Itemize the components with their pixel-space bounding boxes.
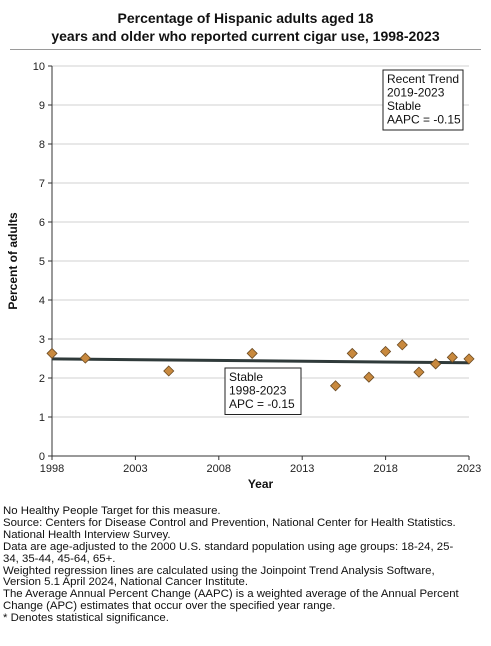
footnote-line: * Denotes statistical significance. [3,612,169,625]
data-point [79,352,91,364]
annotation-line: Recent Trend [387,72,459,86]
chart-title-line-1: Percentage of Hispanic adults aged 18 [117,10,374,26]
y-tick-label: 8 [39,139,45,151]
annotation-line: 2019-2023 [387,86,445,100]
y-tick-label: 7 [39,178,45,190]
trend-line [51,357,470,365]
annotation-line: AAPC = -0.15 [387,113,461,127]
data-point [163,365,175,377]
data-point [329,380,342,392]
annotation-box [382,69,464,131]
trend-layer [51,357,470,365]
footnote-line: The Average Annual Percent Change (AAPC)… [3,588,459,601]
y-axis-title: Percent of adults [6,212,20,310]
x-tick-label: 2003 [123,463,147,475]
x-axis-title: Year [248,477,274,491]
y-tick-label: 1 [39,412,45,424]
annotation-line: Stable [387,99,421,113]
footnote-line: Weighted regression lines are calculated… [3,564,435,577]
footnote-line: National Health Interview Survey. [3,528,171,541]
y-tick-label: 10 [33,61,45,73]
annotation-box [224,367,302,415]
y-tick-label: 5 [39,256,45,268]
annotation-line: 1998-2023 [229,384,287,398]
footnote-line: No Healthy People Target for this measur… [3,505,221,517]
annotation-line: Stable [229,370,263,384]
footnote-line: Data are age-adjusted to the 2000 U.S. s… [3,540,454,553]
data-point [430,358,442,370]
data-point [363,371,375,383]
y-tick-label: 3 [39,334,45,346]
x-tick-label: 2023 [457,463,481,475]
y-tick-label: 6 [39,217,45,229]
data-point [463,353,475,365]
x-tick-label: 1998 [40,463,64,475]
data-point [346,347,358,359]
data-point [413,366,425,378]
footnote-line: 34, 35-44, 45-64, 65+. [3,552,116,565]
x-tick-label: 2018 [373,463,397,475]
cigar-use-chart: 0 1 2 3 4 5 6 7 8 9 10 1998 2003 2008 2013 2018 2023 Rec… [6,61,481,491]
data-point [446,351,458,363]
x-tick-label: 2008 [207,463,231,475]
chart-title: Percentage of Hispanic adults aged 18 ye… [10,9,481,45]
footnote-line: Version 5.1 April 2024, National Cancer … [3,576,249,589]
chart-title-line-2: years and older who reported current cig… [51,28,440,44]
data-point [246,347,258,359]
y-tick-label: 9 [39,100,45,112]
x-tick-label: 2013 [290,463,314,475]
data-point [396,339,408,351]
points-layer [46,339,475,392]
title-divider [10,49,481,50]
footnote-line: Change (APC) estimates that occur over t… [3,600,336,613]
y-tick-label: 2 [39,373,45,385]
annotation-line: APC = -0.15 [229,397,295,411]
axes-layer: 0 1 2 3 4 5 6 7 8 9 10 1998 2003 2008 2013 2018 2023 [33,61,481,475]
footnote-line: Source: Centers for Disease Control and … [3,516,456,529]
data-point [46,347,58,359]
y-tick-label: 0 [39,451,45,463]
y-tick-label: 4 [39,295,45,307]
footnotes: No Healthy People Target for this measur… [3,505,489,625]
data-point [380,345,392,358]
